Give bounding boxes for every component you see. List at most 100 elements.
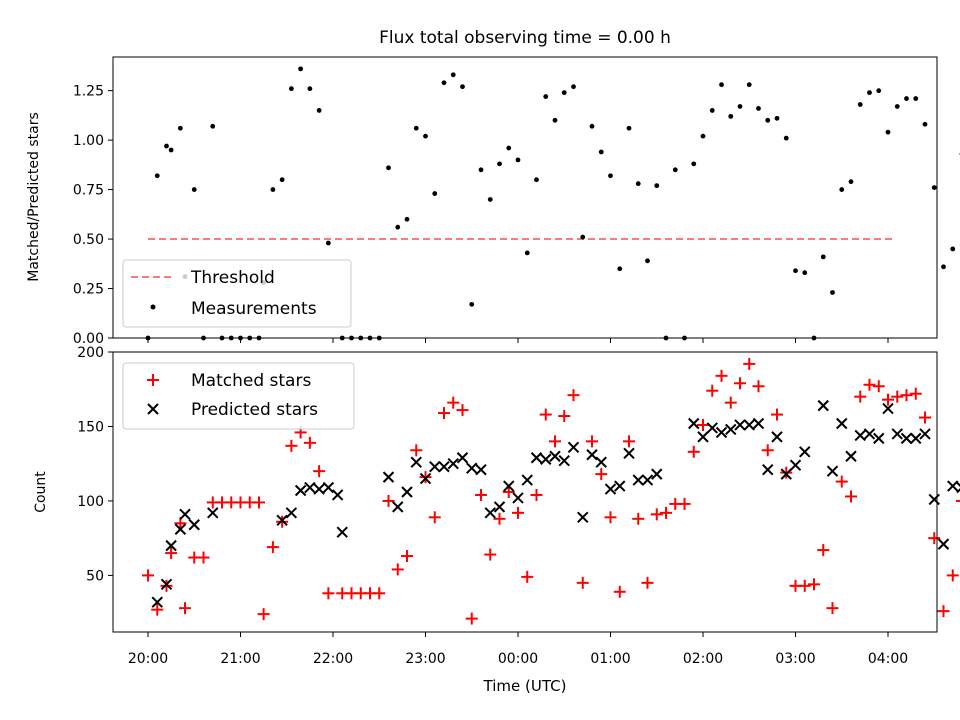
predicted-point	[799, 446, 811, 458]
bottom-plot-frame	[112, 351, 938, 633]
bottom-legend-box	[122, 362, 355, 430]
measurement-point	[719, 82, 724, 88]
measurement-point	[210, 123, 216, 129]
matched-point	[715, 369, 728, 382]
predicted-point	[174, 523, 187, 535]
matched-point	[771, 408, 783, 421]
predicted-point	[151, 596, 163, 608]
top-x-axis-ticks	[147, 338, 889, 343]
predicted-point	[817, 399, 829, 412]
predicted-point	[401, 486, 413, 498]
measurement-point	[168, 147, 174, 153]
measurement-point	[478, 167, 484, 173]
matched-point	[253, 496, 265, 509]
predicted-point	[919, 428, 931, 440]
predicted-point	[466, 462, 478, 474]
predicted-point	[276, 514, 288, 527]
predicted-point	[697, 431, 709, 443]
matched-point	[151, 603, 164, 616]
top-legend: Threshold Measurements	[122, 259, 352, 328]
predicted-point	[743, 419, 755, 431]
matched-point	[512, 506, 524, 519]
measurement-point	[534, 177, 539, 183]
matched-point	[798, 579, 811, 592]
predicted-point	[845, 450, 857, 462]
measurement-point	[404, 216, 410, 222]
matched-point	[521, 570, 534, 583]
matched-point	[604, 511, 617, 524]
matched-point	[475, 488, 487, 501]
matched-point	[956, 499, 960, 502]
matched-point	[752, 380, 765, 393]
matched-point	[937, 605, 950, 618]
matched-point	[900, 389, 913, 402]
bottom-x-tick-label: 22:00	[313, 651, 353, 667]
matched-point	[428, 511, 441, 524]
matched-point	[660, 506, 672, 519]
predicted-point	[910, 432, 922, 445]
predicted-point	[313, 483, 325, 495]
measurement-point	[307, 86, 313, 92]
matched-point	[160, 579, 173, 592]
measurement-point	[288, 86, 294, 92]
predicted-point	[752, 417, 765, 430]
predicted-point	[179, 508, 191, 521]
matched-point	[373, 587, 386, 600]
measurement-point	[635, 181, 641, 187]
measurement-point	[820, 254, 826, 260]
predicted-point	[567, 441, 580, 454]
matched-point	[303, 436, 316, 449]
matched-point	[549, 435, 561, 448]
bottom-y-tick-label: 150	[77, 419, 104, 435]
measurement-point	[848, 179, 854, 185]
measurement-point	[885, 129, 891, 135]
measurement-point	[598, 149, 604, 155]
top-y-tick-label: 0.00	[73, 331, 104, 347]
matched-point	[558, 410, 571, 423]
matched-point	[743, 357, 756, 370]
predicted-point	[623, 447, 635, 459]
matched-point	[465, 612, 478, 625]
measurement-point	[802, 270, 808, 276]
measurement-point	[413, 125, 419, 131]
measurement-point	[279, 177, 285, 183]
top-y-axis-label: Matched/Predicted stars	[26, 112, 42, 282]
measurement-point	[617, 266, 623, 272]
matched-point	[165, 547, 178, 560]
matched-point	[734, 377, 746, 390]
measurement-point	[270, 187, 276, 192]
matched-point	[142, 569, 154, 582]
matched-point	[285, 439, 298, 452]
measurement-point	[298, 66, 304, 72]
measurement-point	[645, 258, 650, 264]
ratio-panel: Flux total observing time = 0.00 h Match…	[26, 28, 960, 347]
predicted-point	[188, 519, 200, 531]
matched-point	[197, 551, 210, 564]
matched-point	[780, 466, 793, 479]
matched-point	[623, 435, 635, 448]
measurement-point	[386, 165, 391, 171]
measurement-point	[469, 301, 475, 307]
matched-point	[257, 608, 270, 621]
measurement-point	[325, 240, 331, 246]
measurement-point	[783, 135, 789, 141]
measurement-point	[515, 157, 521, 163]
bottom-y-tick-label: 50	[86, 568, 104, 584]
measurement-point	[737, 104, 743, 109]
predicted-point	[438, 460, 450, 473]
measurement-point	[580, 234, 586, 240]
count-series	[142, 357, 960, 625]
top-y-tick-label: 0.25	[73, 282, 104, 298]
predicted-point	[540, 453, 552, 465]
matched-point	[484, 548, 497, 561]
measurement-point	[316, 108, 322, 113]
matched-point	[835, 475, 848, 488]
bottom-legend: Matched stars Predicted stars	[122, 362, 355, 430]
matched-point	[502, 486, 515, 498]
measurement-point	[654, 183, 660, 189]
matched-point	[882, 393, 894, 406]
top-y-tick-label: 1.25	[73, 84, 104, 100]
measurement-point	[154, 173, 160, 179]
